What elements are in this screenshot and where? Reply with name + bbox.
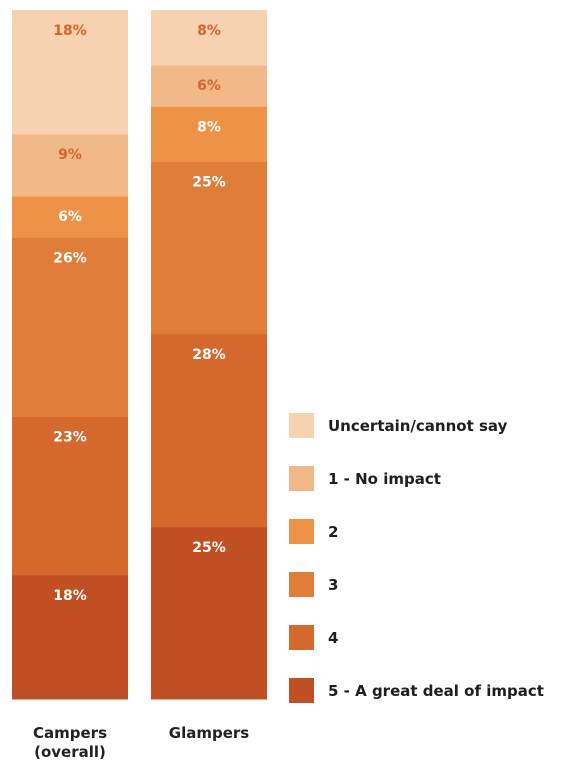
- category-label-glampers: Glampers: [169, 724, 250, 742]
- bar-segment-glampers-3: [151, 161, 267, 335]
- legend-label-1-no-impact: 1 - No impact: [328, 470, 441, 488]
- bar-segment-glampers-1-no-impact: [151, 65, 267, 107]
- legend-swatch-2: [289, 519, 314, 544]
- legend: Uncertain/cannot say 1 - No impact 2 3 4 5 - …: [289, 413, 544, 703]
- category-labels-group: Campers (overall) Glampers: [33, 724, 249, 761]
- bar-segment-campers-5-a-great-deal-of-impact: [12, 574, 128, 700]
- legend-swatch-5-a-great-deal-of-impact: [289, 678, 314, 703]
- data-label-campers-1-no-impact: 9%: [58, 147, 82, 163]
- bar-segment-glampers-5-a-great-deal-of-impact: [151, 526, 267, 700]
- data-label-glampers-2: 8%: [197, 119, 221, 135]
- segment-labels-group: 18% 23% 26% 6% 9% 18% 25% 28% 25% 8% 6% 8%: [53, 23, 226, 604]
- data-label-glampers-5-a-great-deal-of-impact: 25%: [192, 540, 226, 556]
- bar-segment-glampers-4: [151, 333, 267, 528]
- legend-item-1-no-impact: 1 - No impact: [289, 466, 441, 491]
- legend-item-3: 3: [289, 572, 338, 597]
- data-label-campers-5-a-great-deal-of-impact: 18%: [53, 588, 87, 604]
- category-label-campers: Campers (overall): [33, 724, 107, 761]
- legend-label-uncertain-cannot-say: Uncertain/cannot say: [328, 417, 508, 435]
- legend-swatch-3: [289, 572, 314, 597]
- legend-swatch-4: [289, 625, 314, 650]
- legend-swatch-uncertain-cannot-say: [289, 413, 314, 438]
- bar-segment-campers-3: [12, 237, 128, 418]
- data-label-glampers-4: 28%: [192, 347, 226, 363]
- legend-label-3: 3: [328, 576, 338, 594]
- legend-item-5-a-great-deal-of-impact: 5 - A great deal of impact: [289, 678, 544, 703]
- data-label-glampers-1-no-impact: 6%: [197, 78, 221, 94]
- data-label-campers-4: 23%: [53, 430, 87, 446]
- bars-group: [12, 10, 267, 700]
- legend-swatch-1-no-impact: [289, 466, 314, 491]
- data-label-glampers-3: 25%: [192, 175, 226, 191]
- bar-segment-glampers-uncertain-cannot-say: [151, 10, 267, 66]
- legend-label-4: 4: [328, 629, 338, 647]
- bar-segment-campers-4: [12, 416, 128, 576]
- data-label-campers-2: 6%: [58, 209, 82, 225]
- legend-item-2: 2: [289, 519, 338, 544]
- bar-segment-glampers-2: [151, 106, 267, 163]
- legend-item-uncertain-cannot-say: Uncertain/cannot say: [289, 413, 508, 438]
- data-label-campers-3: 26%: [53, 250, 87, 266]
- legend-label-5-a-great-deal-of-impact: 5 - A great deal of impact: [328, 682, 544, 700]
- data-label-campers-uncertain-cannot-say: 18%: [53, 23, 87, 39]
- bar-segment-campers-1-no-impact: [12, 134, 128, 197]
- legend-item-4: 4: [289, 625, 338, 650]
- bar-segment-campers-2: [12, 196, 128, 238]
- data-label-glampers-uncertain-cannot-say: 8%: [197, 23, 221, 39]
- legend-label-2: 2: [328, 523, 338, 541]
- bar-segment-campers-uncertain-cannot-say: [12, 10, 128, 135]
